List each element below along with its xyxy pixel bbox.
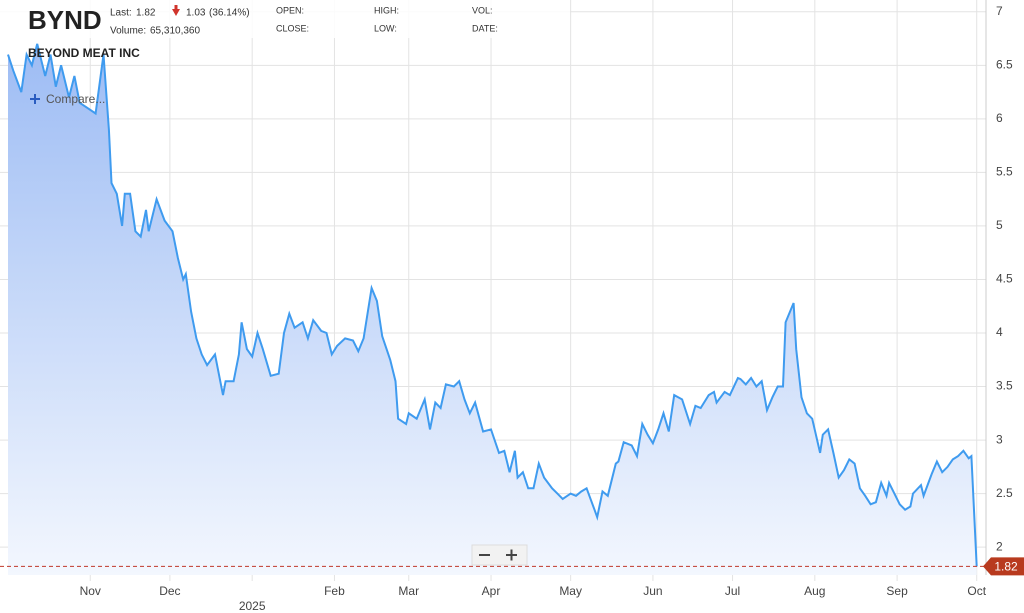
compare-icon — [30, 94, 40, 104]
x-tick-label: Aug — [804, 584, 825, 598]
change-pct: (36.14%) — [209, 8, 250, 19]
x-tick-label: Feb — [324, 584, 345, 598]
area-fill — [8, 43, 977, 575]
field-low: LOW: — [374, 23, 397, 33]
x-tick-label: 2025 — [239, 599, 266, 613]
header-box — [0, 0, 570, 38]
field-date: DATE: — [472, 23, 498, 33]
zoom-in[interactable] — [506, 549, 517, 561]
y-tick-label: 5.5 — [996, 165, 1013, 179]
volume-label: Volume: — [110, 26, 146, 37]
x-tick-label: Mar — [398, 584, 419, 598]
down-arrow — [172, 5, 180, 16]
field-high: HIGH: — [374, 5, 399, 15]
x-tick-label: Dec — [159, 584, 180, 598]
y-tick-label: 2 — [996, 539, 1003, 553]
y-tick-label: 3.5 — [996, 379, 1013, 393]
last-price-tag — [983, 557, 1024, 576]
price-line — [7, 43, 978, 567]
x-tick-label: Sep — [886, 584, 908, 598]
company-name: BEYOND MEAT INC — [28, 46, 140, 60]
last-price-label: 1.82 — [994, 560, 1018, 574]
zoom-box — [471, 544, 528, 566]
last-label: Last: — [110, 8, 132, 19]
y-tick-label: 4 — [996, 325, 1003, 339]
x-tick-label: May — [559, 584, 582, 598]
x-tick-label: Oct — [967, 584, 986, 598]
y-tick-label: 6.5 — [996, 57, 1013, 71]
x-tick-label: Jul — [725, 584, 740, 598]
y-tick-label: 3 — [996, 432, 1003, 446]
y-tick-label: 2.5 — [996, 486, 1013, 500]
y-tick-label: 7 — [996, 4, 1003, 18]
field-vol: VOL: — [472, 5, 493, 15]
x-tick-label: Jun — [643, 584, 662, 598]
compare-text[interactable]: Compare... — [46, 92, 105, 106]
change-value: 1.03 — [186, 8, 206, 19]
x-tick-label: Nov — [80, 584, 101, 598]
field-close: CLOSE: — [276, 23, 309, 33]
ticker: BYND — [28, 5, 102, 35]
x-tick-label: Apr — [482, 584, 501, 598]
y-tick-label: 6 — [996, 111, 1003, 125]
y-tick-label: 4.5 — [996, 272, 1013, 286]
field-open: OPEN: — [276, 5, 304, 15]
compare-button[interactable]: Compare... — [30, 92, 105, 106]
last-value: 1.82 — [136, 8, 156, 19]
volume-value: 65,310,360 — [150, 26, 200, 37]
y-tick-label: 5 — [996, 218, 1003, 232]
